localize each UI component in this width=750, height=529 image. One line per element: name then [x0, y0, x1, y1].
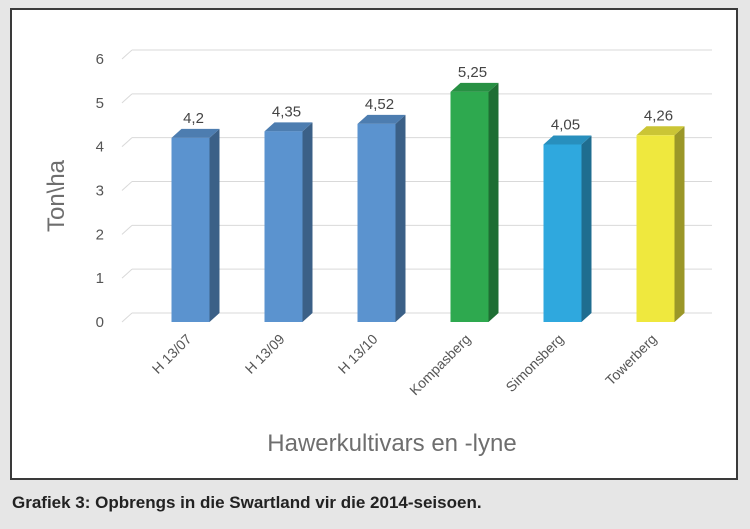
x-tick-labels: H 13/07 H 13/09 H 13/10 Kompasberg Simonsber… [149, 331, 660, 399]
x-tick-label: Towerberg [602, 331, 660, 389]
bar-side [674, 126, 685, 323]
bar-side [209, 128, 220, 322]
bar [357, 114, 406, 322]
gridline-side [121, 268, 133, 279]
gridline-side [121, 93, 133, 104]
y-tick-label: 0 [96, 314, 104, 331]
data-label: 4,05 [551, 116, 580, 133]
gridline-side [121, 137, 133, 148]
bar-front [636, 135, 675, 322]
bar [543, 135, 592, 322]
bar [636, 126, 685, 323]
gridline-side [121, 49, 133, 60]
bar-side [395, 114, 406, 322]
bar-front [264, 131, 303, 322]
y-tick-label: 4 [96, 139, 104, 156]
y-tick-label: 1 [96, 270, 104, 287]
x-tick-label: Kompasberg [406, 331, 473, 398]
x-tick-label: H 13/07 [149, 331, 195, 377]
bar-front [357, 123, 396, 322]
gridline-side [121, 181, 133, 191]
bar-front [543, 144, 582, 322]
bar [450, 82, 499, 322]
y-axis-label: Ton\ha [43, 159, 70, 232]
figure-caption: Grafiek 3: Opbrengs in die Swartland vir… [12, 493, 482, 512]
bar-front [450, 91, 489, 322]
bar-top [264, 122, 313, 132]
bar-front [171, 137, 210, 322]
y-tick-labels: 0 1 2 3 4 5 6 [96, 51, 104, 331]
bar-top [543, 135, 592, 145]
bar [171, 128, 220, 322]
bar [264, 122, 313, 322]
bar-side [488, 82, 499, 322]
x-axis-label: Hawerkultivars en -lyne [267, 430, 516, 457]
y-tick-label: 3 [96, 183, 104, 200]
data-labels: 4,2 4,35 4,52 5,25 4,05 4,26 [183, 64, 673, 134]
y-tick-label: 5 [96, 95, 104, 112]
bar-top [636, 126, 685, 136]
data-label: 4,2 [183, 110, 204, 127]
bar-top [357, 114, 406, 124]
y-tick-label: 2 [96, 226, 104, 243]
data-label: 4,26 [644, 107, 673, 124]
y-tick-label: 6 [96, 51, 104, 68]
data-label: 5,25 [458, 64, 487, 81]
x-tick-label: H 13/09 [242, 331, 288, 377]
gridlines [121, 49, 712, 323]
data-label: 4,52 [365, 96, 394, 113]
bars [171, 82, 685, 323]
gridline-side [121, 224, 133, 235]
x-tick-label: H 13/10 [335, 331, 381, 377]
gridline-side [121, 312, 133, 323]
bar-top [450, 82, 499, 92]
bar-side [581, 135, 592, 322]
x-tick-label: Simonsberg [502, 331, 566, 395]
bar-top [171, 128, 220, 138]
bar-side [302, 122, 313, 322]
data-label: 4,35 [272, 103, 301, 120]
